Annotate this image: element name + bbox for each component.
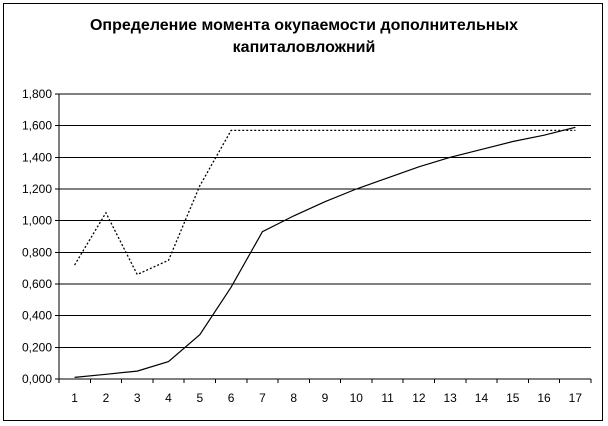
x-tick-label: 7 (259, 391, 266, 405)
y-tick-label: 1,400 (22, 150, 52, 164)
x-tick-labels: 1 2 3 4 5 6 7 8 9 10 11 12 13 14 15 16 17 (71, 391, 582, 405)
x-tick-label: 2 (103, 391, 110, 405)
y-tick-label: 1,800 (22, 87, 52, 101)
y-tick-label: 0,000 (22, 372, 52, 386)
chart-title-line-2: капиталовложний (232, 39, 376, 56)
x-tick-label: 12 (412, 391, 426, 405)
y-tick-label: 0,600 (22, 277, 52, 291)
x-tick-label: 9 (322, 391, 329, 405)
x-tick-label: 10 (350, 391, 364, 405)
chart-title-line-1: Определение момента окупаемости дополнит… (89, 17, 519, 34)
series-line-solid (74, 126, 576, 378)
x-tick-label: 1 (71, 391, 78, 405)
y-tick-label: 0,800 (22, 245, 52, 259)
y-tick-label: 0,400 (22, 309, 52, 323)
y-tick-label: 1,200 (22, 182, 52, 196)
axes (55, 93, 592, 383)
x-tick-label: 16 (537, 391, 551, 405)
y-tick-label: 1,600 (22, 119, 52, 133)
x-tick-label: 3 (134, 391, 141, 405)
x-tick-label: 5 (196, 391, 203, 405)
x-tick-label: 6 (228, 391, 235, 405)
gridlines (59, 93, 591, 348)
x-tick-label: 13 (443, 391, 457, 405)
x-tick-label: 15 (506, 391, 520, 405)
y-tick-labels: 0,000 0,200 0,400 0,600 0,800 1,000 1,200 1,400… (22, 87, 52, 386)
x-tick-label: 17 (569, 391, 583, 405)
y-tick-label: 1,000 (22, 214, 52, 228)
x-tick-label: 11 (381, 391, 394, 405)
x-tick-label: 14 (475, 391, 489, 405)
series-lines (74, 126, 576, 378)
y-tick-label: 0,200 (22, 340, 52, 354)
chart-title: Определение момента окупаемости дополнит… (0, 15, 608, 59)
x-tick-label: 8 (290, 391, 297, 405)
x-tick-label: 4 (165, 391, 172, 405)
series-line-dotted (74, 129, 576, 276)
